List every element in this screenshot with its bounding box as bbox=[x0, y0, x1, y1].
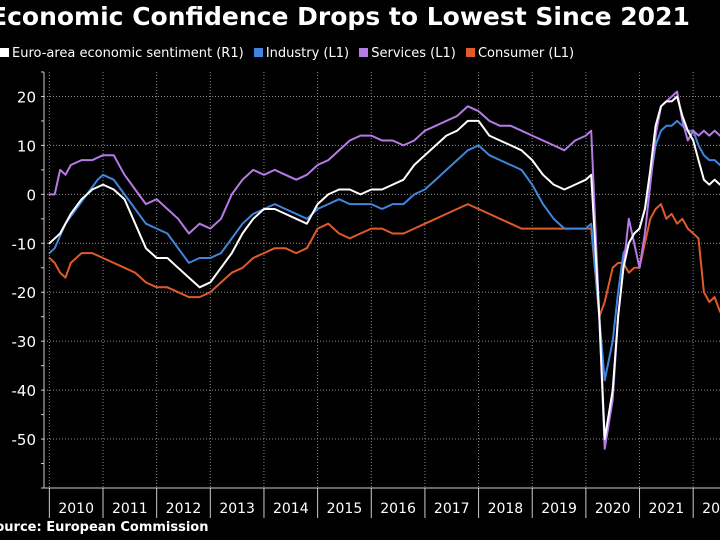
y-tick-label: 0 bbox=[26, 186, 36, 204]
legend-label-industry: Industry (L1) bbox=[265, 46, 350, 61]
x-tick-label: 2011 bbox=[112, 501, 148, 517]
chart-title: Economic Confidence Drops to Lowest Sinc… bbox=[0, 2, 690, 31]
y-tick-label: 20 bbox=[17, 88, 36, 106]
legend-swatch-sentiment bbox=[0, 48, 9, 57]
x-tick-label: 2020 bbox=[595, 501, 631, 517]
x-tick-label: 2016 bbox=[380, 501, 416, 517]
legend-item-industry: Industry (L1) bbox=[253, 46, 350, 61]
x-tick-label: 2014 bbox=[273, 501, 309, 517]
x-tick-label: 2021 bbox=[649, 501, 685, 517]
chart-legend: Euro-area economic sentiment (R1) Indust… bbox=[0, 46, 580, 61]
y-tick-label: -10 bbox=[12, 235, 37, 253]
y-tick-label: -50 bbox=[12, 431, 37, 449]
legend-swatch-industry bbox=[253, 48, 263, 57]
chart-source: Source: European Commission bbox=[0, 520, 209, 535]
x-tick-label: 2013 bbox=[219, 501, 255, 517]
legend-label-sentiment: Euro-area economic sentiment (R1) bbox=[12, 46, 244, 61]
legend-label-services: Services (L1) bbox=[371, 46, 456, 61]
sentiment-line bbox=[48, 95, 720, 441]
x-tick-label: 2018 bbox=[488, 501, 524, 517]
legend-item-services: Services (L1) bbox=[359, 46, 456, 61]
consumer-line bbox=[48, 203, 720, 318]
x-tick-label: 2022 bbox=[702, 501, 720, 517]
services-line bbox=[48, 90, 720, 450]
x-tick-label: 2012 bbox=[166, 501, 202, 517]
x-tick-label: 2015 bbox=[327, 501, 363, 517]
x-tick-label: 2017 bbox=[434, 501, 470, 517]
y-tick-label: 10 bbox=[17, 137, 36, 155]
legend-label-consumer: Consumer (L1) bbox=[477, 46, 575, 61]
legend-item-consumer: Consumer (L1) bbox=[465, 46, 575, 61]
y-tick-label: -30 bbox=[12, 333, 37, 351]
y-tick-label: -20 bbox=[12, 284, 37, 302]
legend-item-sentiment: Euro-area economic sentiment (R1) bbox=[0, 46, 244, 61]
y-tick-label: -40 bbox=[12, 382, 37, 400]
x-tick-label: 2010 bbox=[58, 501, 94, 517]
legend-swatch-services bbox=[359, 48, 369, 57]
legend-swatch-consumer bbox=[465, 48, 475, 57]
x-tick-label: 2019 bbox=[541, 501, 577, 517]
